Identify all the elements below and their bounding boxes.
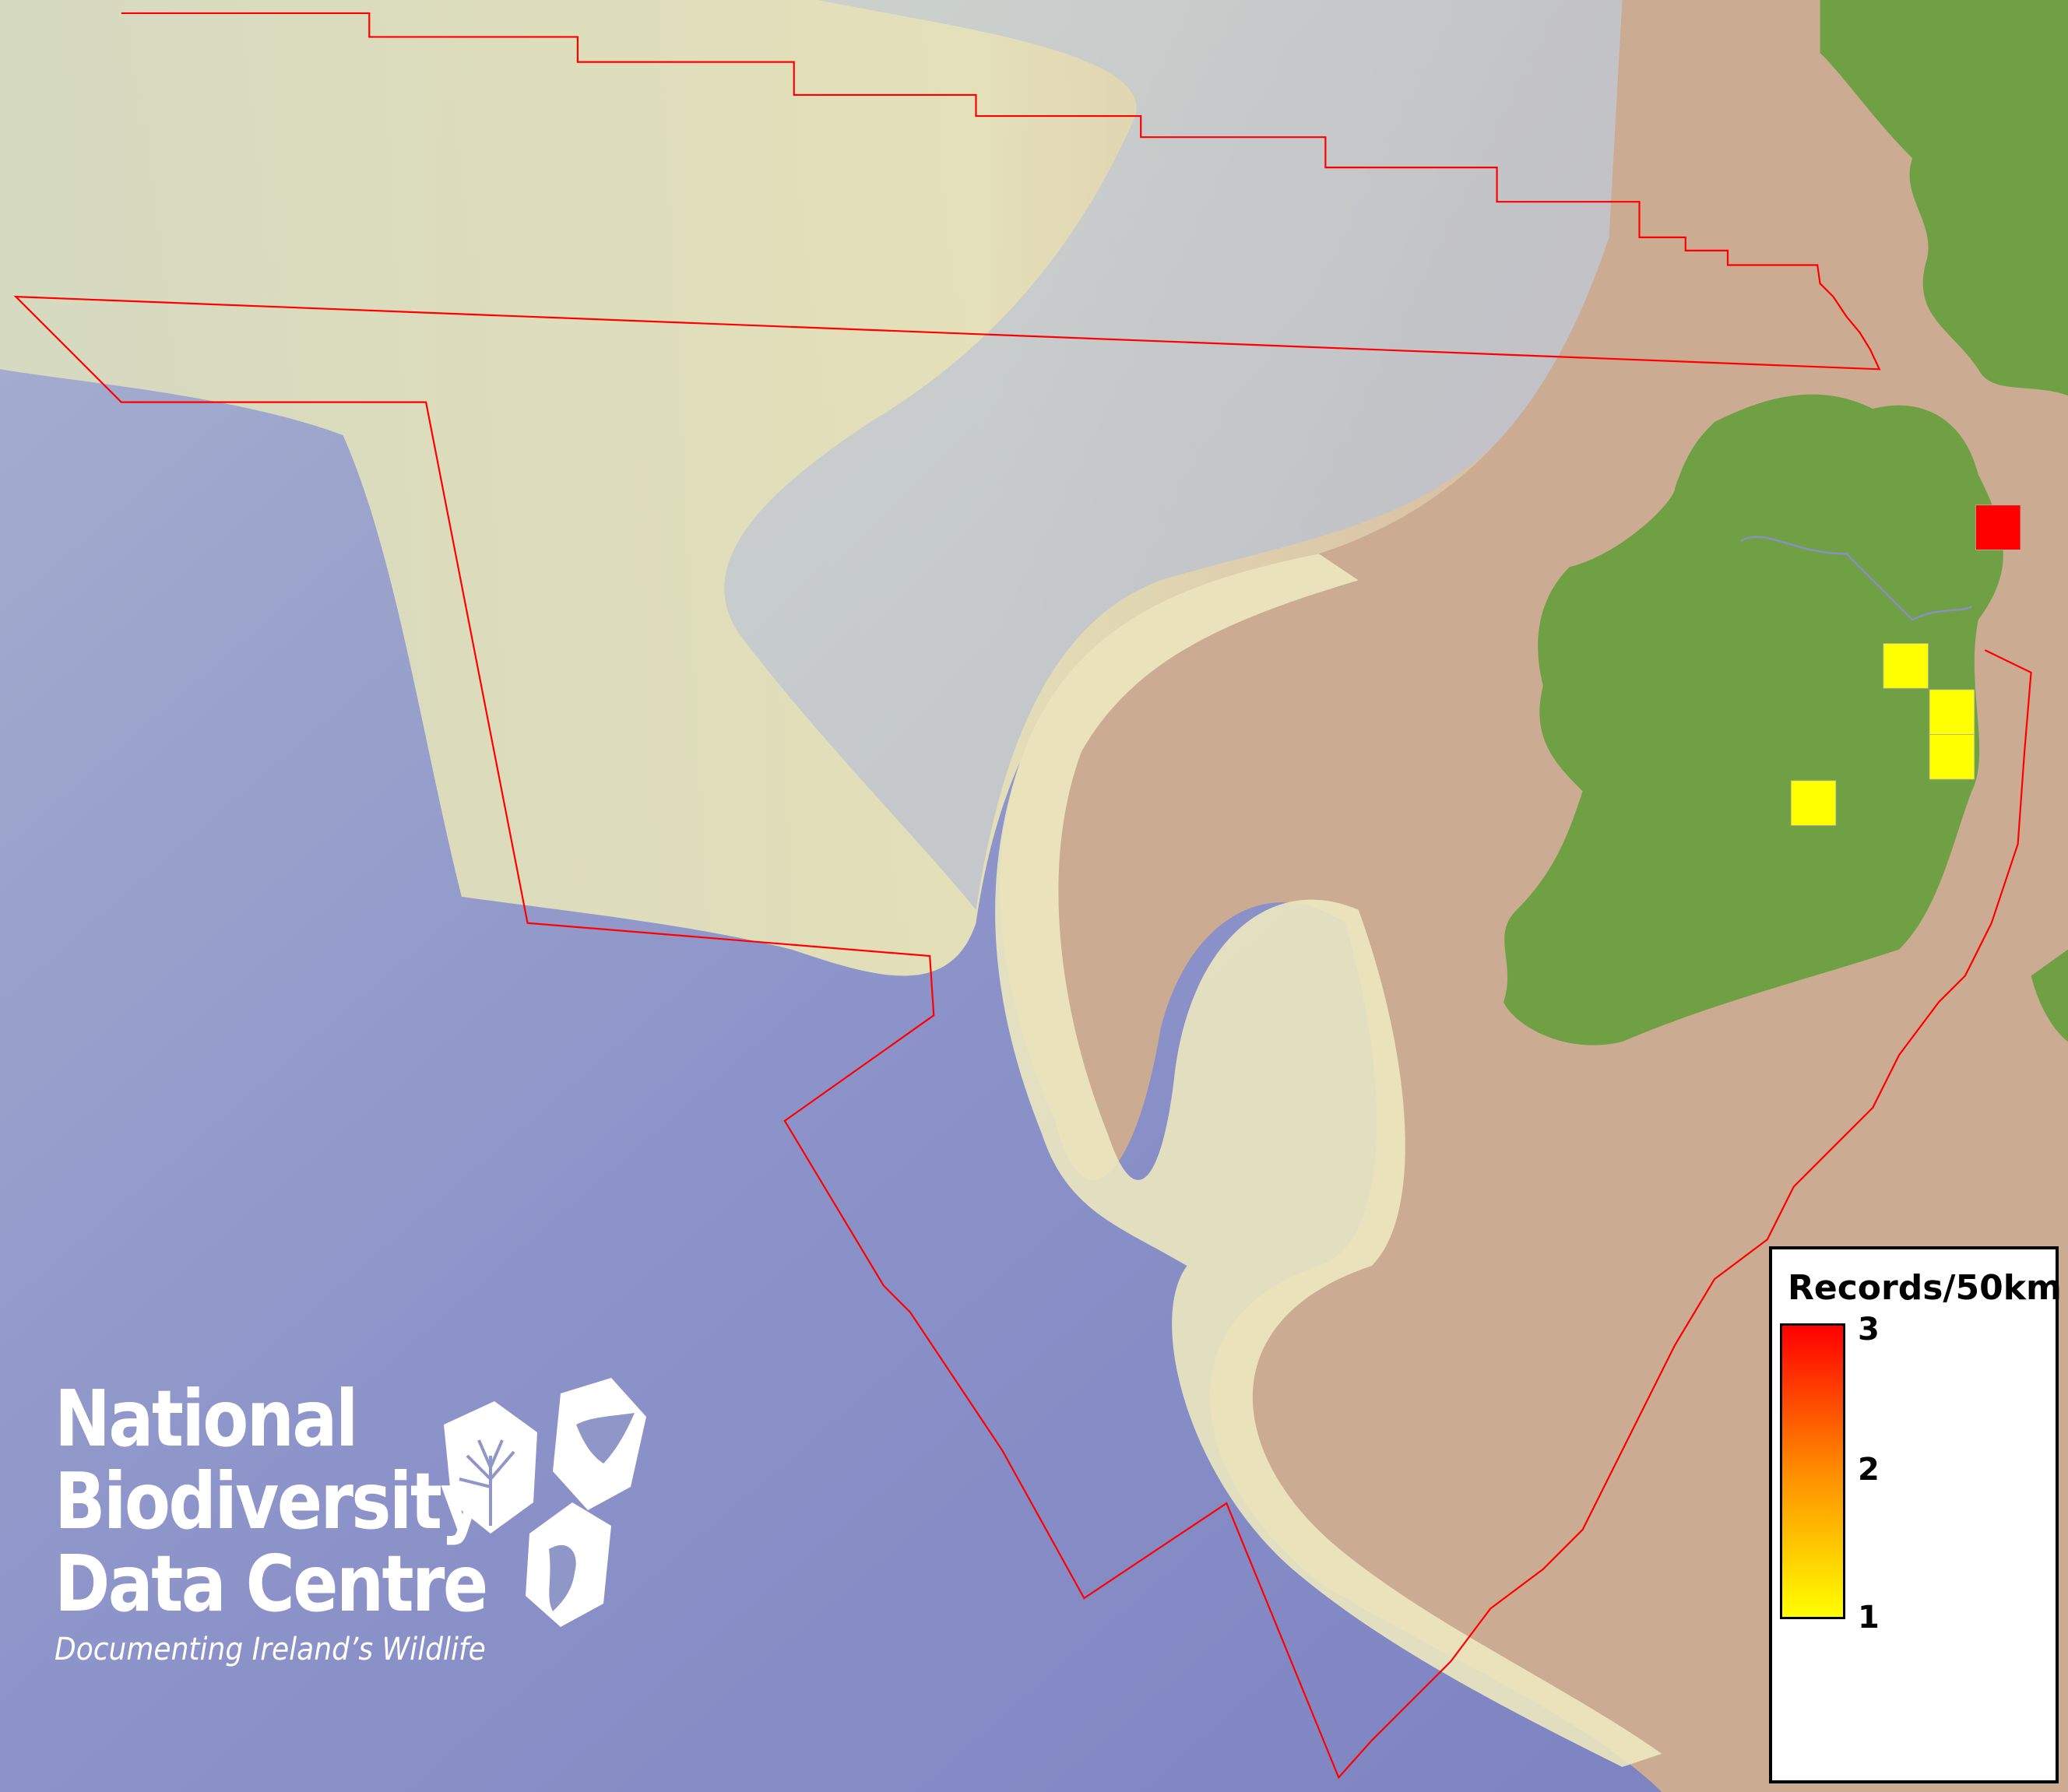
eez-boundary bbox=[13, 12, 2032, 1780]
logo-line-3: Data Centre bbox=[55, 1538, 488, 1629]
grid-cell-east-3 bbox=[1929, 734, 1975, 780]
grid-cell-east-1 bbox=[1883, 643, 1929, 689]
grid-cells bbox=[1790, 504, 2021, 826]
wales-land bbox=[2031, 949, 2068, 1042]
border-line bbox=[1740, 536, 1972, 621]
legend-color-ramp bbox=[1780, 1323, 1845, 1619]
rockall-trough bbox=[724, 0, 1630, 910]
logo-line-2: Biodiversity bbox=[55, 1456, 484, 1547]
grid-cell-north-east bbox=[1975, 504, 2021, 550]
logo-hexagons bbox=[444, 1378, 646, 1627]
nbdc-logo: National Biodiversity Data Centre Docume… bbox=[55, 1373, 557, 1668]
seahorse-icon bbox=[526, 1502, 611, 1627]
shelf-edge bbox=[995, 553, 1662, 1767]
grid-cell-east-2 bbox=[1929, 689, 1975, 735]
legend: Records/50km 3 2 1 bbox=[1769, 1246, 2062, 1783]
logo-line-1: National bbox=[55, 1373, 358, 1464]
legend-tick-min: 1 bbox=[1858, 1600, 1880, 1636]
butterfly-icon bbox=[553, 1378, 646, 1510]
scotland-land bbox=[1820, 0, 2068, 396]
grid-cell-midlands bbox=[1790, 780, 1837, 826]
ireland-land bbox=[1504, 394, 2003, 1045]
legend-title: Records/50km bbox=[1788, 1268, 2062, 1308]
logo-tagline: Documenting Ireland’s Wildlife bbox=[55, 1632, 486, 1667]
legend-tick-max: 3 bbox=[1858, 1312, 1880, 1348]
legend-tick-mid: 2 bbox=[1858, 1452, 1880, 1488]
tree-icon bbox=[444, 1401, 537, 1534]
